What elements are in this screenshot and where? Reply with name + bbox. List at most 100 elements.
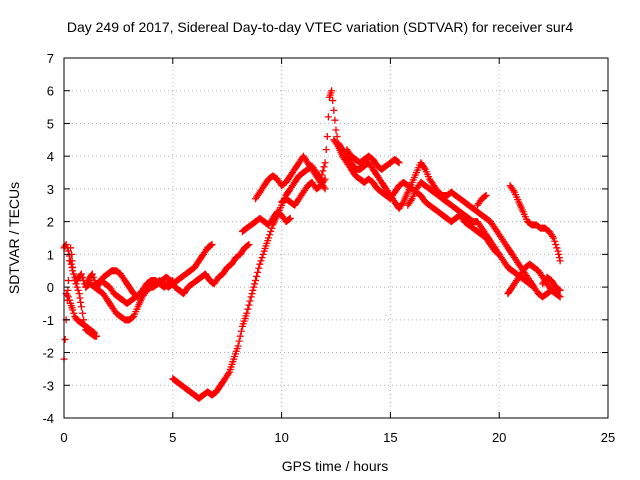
x-tick-label: 25 xyxy=(601,430,615,445)
data-point-sample xyxy=(249,286,257,294)
data-point-sample xyxy=(268,224,276,232)
data-point xyxy=(251,277,259,285)
data-point-sample xyxy=(248,290,256,298)
data-point-sample xyxy=(266,231,274,239)
data-point-sample xyxy=(509,187,517,195)
data-point-sample xyxy=(258,254,266,262)
data-point-sample xyxy=(259,250,267,258)
data-point xyxy=(556,286,564,294)
axis-ticks: 0 5 10 15 20 25 -4 -3 -2 -1 0 1 2 3 4 5 6 7 xyxy=(42,51,615,445)
data-point-sample xyxy=(70,270,78,278)
data-point xyxy=(64,247,72,255)
data-point-sample xyxy=(333,141,341,149)
data-point-sample xyxy=(70,309,78,317)
data-point-sample xyxy=(65,252,73,260)
chart-title: Day 249 of 2017, Sidereal Day-to-day VTE… xyxy=(67,19,573,35)
x-tick-label: 20 xyxy=(492,430,506,445)
data-point xyxy=(64,277,72,285)
x-tick-label: 10 xyxy=(274,430,288,445)
data-point-sample xyxy=(555,250,563,258)
data-point xyxy=(69,306,77,314)
data-point-sample xyxy=(394,158,402,166)
data-point-sample xyxy=(555,286,563,294)
data-point-sample xyxy=(253,272,261,280)
data-point-sample xyxy=(553,244,561,252)
data-point-sample xyxy=(255,264,263,272)
data-point xyxy=(328,87,336,95)
y-tick-label: 1 xyxy=(47,247,54,262)
y-tick-label: 5 xyxy=(47,116,54,131)
data-point xyxy=(286,214,294,222)
data-point xyxy=(73,283,81,291)
x-axis-label: GPS time / hours xyxy=(282,458,389,474)
y-tick-label: -1 xyxy=(42,313,54,328)
data-point xyxy=(77,303,85,311)
data-point-sample xyxy=(420,164,428,172)
data-point xyxy=(90,329,98,337)
data-point xyxy=(67,257,75,265)
data-point-sample xyxy=(89,273,97,281)
data-point-sample xyxy=(318,171,326,179)
data-point-sample xyxy=(320,177,328,185)
data-point-sample xyxy=(551,237,559,245)
data-point xyxy=(556,257,564,265)
y-tick-label: 6 xyxy=(47,84,54,99)
data-point-sample xyxy=(63,244,71,252)
data-point-sample xyxy=(65,296,73,304)
data-point xyxy=(208,241,216,249)
y-tick-label: -2 xyxy=(42,346,54,361)
data-point xyxy=(61,335,69,343)
data-point-sample xyxy=(319,167,327,175)
data-point-sample xyxy=(68,263,76,271)
data-point-sample xyxy=(407,196,415,204)
data-point-sample xyxy=(329,97,337,105)
data-point-sample xyxy=(244,305,252,313)
y-tick-label: 7 xyxy=(47,51,54,66)
data-point-sample xyxy=(235,337,243,345)
grid xyxy=(64,58,608,418)
data-point xyxy=(245,241,253,249)
data-point-sample xyxy=(322,146,330,154)
data-point-sample xyxy=(76,294,84,302)
data-point-sample xyxy=(63,291,71,299)
y-tick-label: -3 xyxy=(42,378,54,393)
data-point-sample xyxy=(267,227,275,235)
y-tick-label: 3 xyxy=(47,182,54,197)
data-point-sample xyxy=(78,309,86,317)
data-point xyxy=(482,191,490,199)
data-point-sample xyxy=(549,232,557,240)
data-point xyxy=(77,270,85,278)
data-point xyxy=(265,234,273,242)
data-point xyxy=(323,133,331,141)
data-point-sample xyxy=(324,113,332,121)
data-point xyxy=(321,175,329,183)
data-point-sample xyxy=(552,241,560,249)
data-point-sample xyxy=(285,215,293,223)
data-points xyxy=(60,87,564,402)
data-point-sample xyxy=(251,280,259,288)
data-point-sample xyxy=(398,200,406,208)
data-point-sample xyxy=(257,257,265,265)
data-point xyxy=(256,260,264,268)
data-point-sample xyxy=(67,260,75,268)
data-point-sample xyxy=(555,254,563,262)
data-point-sample xyxy=(89,328,97,336)
y-tick-label: 4 xyxy=(47,149,54,164)
data-point-sample xyxy=(320,163,328,171)
data-point xyxy=(550,234,558,242)
data-point-sample xyxy=(74,286,82,294)
data-point xyxy=(554,247,562,255)
data-point-sample xyxy=(237,327,245,335)
data-point-sample xyxy=(77,298,85,306)
data-point-sample xyxy=(331,116,339,124)
data-point xyxy=(330,106,338,114)
x-tick-label: 15 xyxy=(383,430,397,445)
y-tick-label: 0 xyxy=(47,280,54,295)
x-tick-label: 5 xyxy=(169,430,176,445)
data-point-sample xyxy=(555,292,563,300)
x-tick-label: 0 xyxy=(60,430,67,445)
data-point xyxy=(64,293,72,301)
data-point-sample xyxy=(254,268,262,276)
